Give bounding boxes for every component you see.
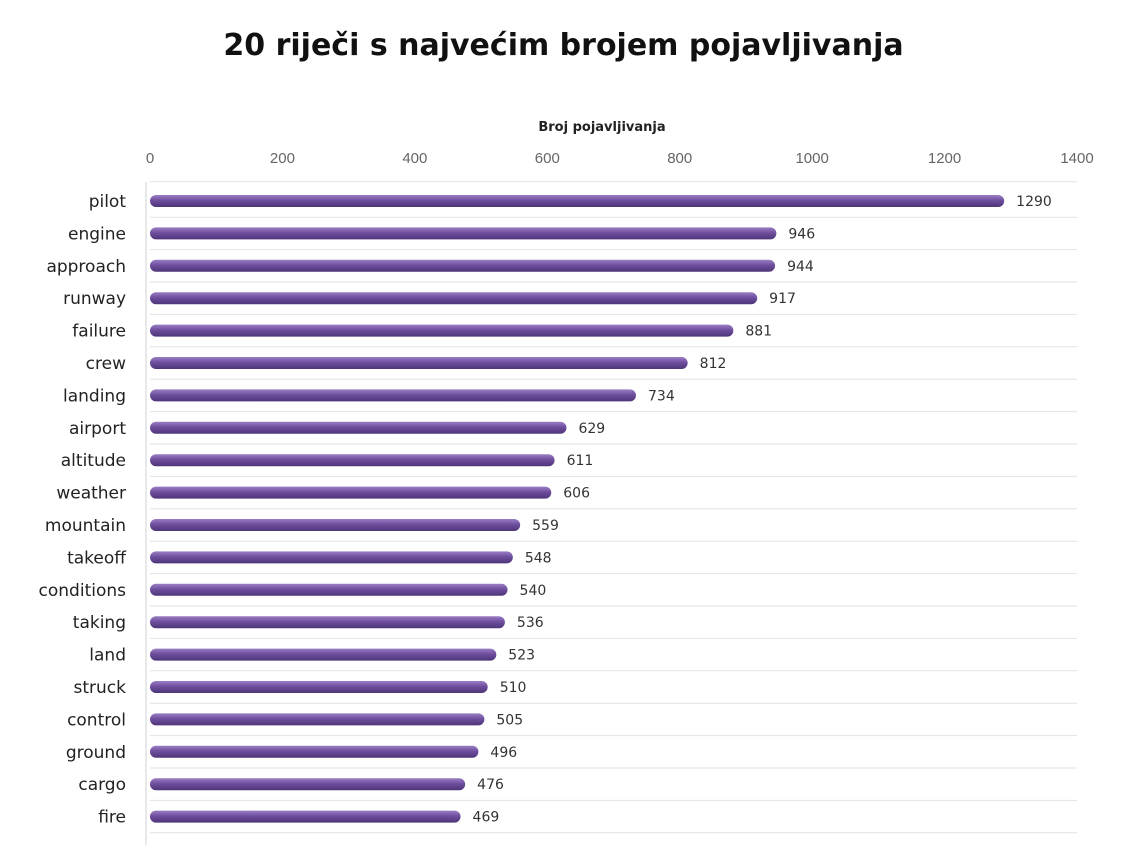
category-label: cargo: [78, 775, 126, 795]
bar: [150, 454, 555, 467]
bar: [150, 389, 637, 402]
x-tick-label: 1000: [795, 150, 828, 167]
data-label: 881: [745, 324, 772, 340]
data-label: 510: [500, 680, 527, 696]
bar: [150, 583, 508, 596]
category-label: altitude: [61, 451, 126, 471]
category-label: crew: [86, 354, 126, 374]
data-label: 917: [769, 291, 796, 307]
category-label: engine: [68, 224, 126, 244]
category-label: struck: [74, 678, 127, 698]
bar: [150, 227, 777, 240]
category-label: ground: [66, 743, 126, 763]
x-tick-label: 200: [270, 150, 295, 167]
x-tick-label: 400: [402, 150, 427, 167]
data-label: 1290: [1016, 194, 1052, 210]
x-tick-label: 1200: [928, 150, 961, 167]
category-label: approach: [46, 257, 126, 277]
x-tick-label: 1400: [1060, 150, 1093, 167]
bar: [150, 195, 1005, 207]
bar: [150, 357, 688, 369]
data-label: 505: [496, 712, 523, 728]
bar: [150, 778, 466, 791]
category-label: control: [67, 710, 126, 730]
bar: [150, 745, 479, 758]
gridlines: [145, 181, 1077, 845]
x-tick-label: 0: [146, 150, 154, 167]
chart-title: 20 riječi s najvećim brojem pojavljivanj…: [223, 28, 904, 63]
category-label: failure: [72, 322, 126, 342]
bar: [150, 616, 505, 629]
data-label: 944: [787, 259, 814, 275]
data-label: 734: [648, 388, 675, 404]
data-label: 496: [490, 745, 517, 761]
bar: [150, 681, 488, 693]
x-axis-label: Broj pojavljivanja: [538, 120, 665, 135]
data-label: 536: [517, 615, 544, 631]
bar: [150, 486, 552, 499]
bar: [150, 713, 485, 726]
data-label: 548: [525, 550, 552, 566]
data-label: 540: [520, 583, 547, 599]
category-label: taking: [73, 613, 126, 633]
category-label: runway: [63, 289, 126, 309]
category-label: land: [89, 646, 126, 666]
category-labels: pilot engine approach runway failure crew land…: [39, 192, 128, 828]
bar: [150, 324, 734, 337]
data-label: 606: [563, 486, 590, 502]
bar: [150, 519, 521, 531]
category-label: landing: [63, 386, 126, 406]
bars: [150, 195, 1005, 823]
bar: [150, 259, 776, 272]
category-label: pilot: [89, 192, 127, 212]
category-label: mountain: [45, 516, 126, 536]
data-label: 523: [508, 648, 535, 664]
data-label: 629: [578, 421, 605, 437]
data-label: 476: [477, 777, 504, 793]
data-label: 559: [532, 518, 559, 534]
category-label: weather: [56, 484, 126, 504]
x-tick-label: 800: [667, 150, 692, 167]
category-label: conditions: [39, 581, 127, 601]
data-label: 611: [567, 453, 594, 469]
x-axis-ticks: 0 200 400 600 800 1000 1200 1400: [146, 150, 1094, 167]
bar: [150, 421, 567, 434]
category-label: takeoff: [67, 548, 127, 568]
category-label: fire: [98, 808, 126, 828]
bar: [150, 551, 513, 564]
data-label: 469: [473, 810, 500, 826]
x-tick-label: 600: [535, 150, 560, 167]
bar: [150, 292, 758, 305]
data-label: 946: [788, 226, 815, 242]
bar: [150, 810, 461, 823]
bar: [150, 648, 497, 661]
data-label: 812: [700, 356, 727, 372]
category-label: airport: [69, 419, 126, 439]
